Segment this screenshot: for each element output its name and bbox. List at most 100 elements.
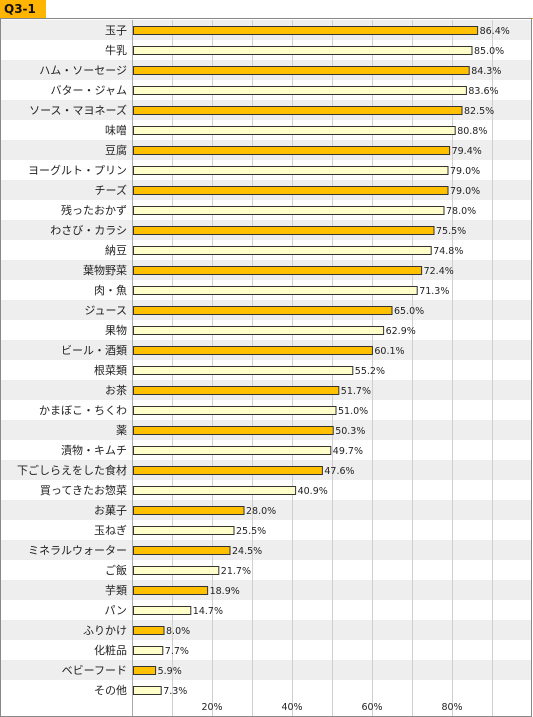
value-label: 79.0% <box>450 166 480 177</box>
value-label: 14.7% <box>193 606 223 617</box>
category-label: ソース・マヨネーズ <box>29 103 127 117</box>
value-label: 84.3% <box>471 66 501 77</box>
value-label: 65.0% <box>394 306 424 317</box>
value-labels: 86.4% 85.0% 84.3% 83.6% 82.5% 80.8% 79.4% 79.0%… <box>158 26 510 697</box>
category-label: ビール・酒類 <box>61 344 127 357</box>
bar <box>133 506 245 515</box>
value-label: 86.4% <box>480 26 510 37</box>
value-label: 72.4% <box>424 266 454 277</box>
category-label: 薬 <box>116 424 127 437</box>
value-label: 7.7% <box>165 646 189 657</box>
category-label: ハム・ソーセージ <box>39 64 127 77</box>
category-label: 牛乳 <box>105 43 127 57</box>
bar <box>133 626 165 635</box>
bar <box>133 26 479 35</box>
value-label: 25.5% <box>236 526 266 537</box>
value-label: 8.0% <box>166 626 190 637</box>
bar <box>133 126 456 135</box>
bar-chart: 玉子牛乳ハム・ソーセージバター・ジャムソース・マヨネーズ味噌豆腐ヨーグルト・プリ… <box>0 18 532 717</box>
x-tick-label: 40% <box>281 702 302 713</box>
value-label: 79.4% <box>452 146 482 157</box>
category-label: ふりかけ <box>83 624 127 637</box>
value-label: 80.8% <box>457 126 487 137</box>
bar <box>133 426 334 435</box>
bars <box>133 26 479 695</box>
category-label: 玉ねぎ <box>94 523 127 537</box>
category-label: バター・ジャム <box>51 84 127 97</box>
category-label: ヨーグルト・プリン <box>28 163 127 177</box>
value-label: 82.5% <box>464 106 494 117</box>
category-label: 買ってきたお惣菜 <box>40 483 127 497</box>
value-label: 40.9% <box>298 486 328 497</box>
bar <box>133 266 423 275</box>
value-label: 21.7% <box>221 566 251 577</box>
category-label: 葉物野菜 <box>83 263 127 277</box>
category-label: ジュース <box>84 304 127 317</box>
bar <box>133 286 418 295</box>
category-label: その他 <box>94 684 127 697</box>
bar <box>133 106 463 115</box>
value-label: 18.9% <box>210 586 240 597</box>
bar <box>133 166 449 175</box>
bar <box>133 386 340 395</box>
category-label: チーズ <box>95 183 127 197</box>
value-label: 75.5% <box>436 226 466 237</box>
category-label: 下ごしらえをした食材 <box>17 463 127 477</box>
value-label: 7.3% <box>163 686 187 697</box>
bar <box>133 146 451 155</box>
value-label: 78.0% <box>446 206 476 217</box>
category-label: 豆腐 <box>105 143 127 157</box>
x-tick-label: 80% <box>441 702 462 713</box>
bar <box>133 406 337 415</box>
bar <box>133 566 220 575</box>
bar <box>133 326 385 335</box>
bar <box>133 686 162 695</box>
value-label: 47.6% <box>324 466 354 477</box>
category-label: ご飯 <box>105 563 127 577</box>
bar <box>133 346 373 355</box>
bar <box>133 66 470 75</box>
value-label: 24.5% <box>232 546 262 557</box>
value-label: 83.6% <box>468 86 498 97</box>
category-label: 玉子 <box>105 24 127 37</box>
category-label: 芋類 <box>105 584 127 597</box>
bar <box>133 606 192 615</box>
row-shade <box>1 580 531 600</box>
x-tick-label: 60% <box>361 702 382 713</box>
category-label: ミネラルウォーター <box>28 544 127 557</box>
category-label: ベビーフード <box>62 664 127 677</box>
category-label: かまぼこ・ちくわ <box>39 404 127 417</box>
bar <box>133 486 297 495</box>
value-label: 5.9% <box>158 666 182 677</box>
bar <box>133 366 354 375</box>
category-label: 漬物・キムチ <box>61 443 127 457</box>
row-shade <box>1 620 531 640</box>
bar <box>133 226 435 235</box>
category-label: 肉・魚 <box>94 284 127 297</box>
bar <box>133 306 393 315</box>
x-tick-label: 20% <box>201 702 222 713</box>
bar <box>133 646 164 655</box>
value-label: 28.0% <box>246 506 276 517</box>
value-label: 71.3% <box>419 286 449 297</box>
category-label: 化粧品 <box>94 643 127 657</box>
chart-title: Q3-1 <box>0 0 46 18</box>
category-label: お茶 <box>105 384 127 397</box>
bar <box>133 466 323 475</box>
value-label: 74.8% <box>433 246 463 257</box>
value-label: 55.2% <box>355 366 385 377</box>
bar <box>133 666 157 675</box>
x-axis-ticks: 20% 40% 60% 80% <box>201 702 462 713</box>
value-label: 85.0% <box>474 46 504 57</box>
value-label: 50.3% <box>335 426 365 437</box>
value-label: 51.7% <box>341 386 371 397</box>
bar <box>133 526 235 535</box>
bar <box>133 206 445 215</box>
bar <box>133 586 209 595</box>
category-label: 納豆 <box>105 244 127 257</box>
category-label: お菓子 <box>94 504 127 517</box>
category-label: 残ったおかず <box>61 203 127 217</box>
value-label: 51.0% <box>338 406 368 417</box>
bar <box>133 86 467 95</box>
category-label: パン <box>104 604 127 617</box>
